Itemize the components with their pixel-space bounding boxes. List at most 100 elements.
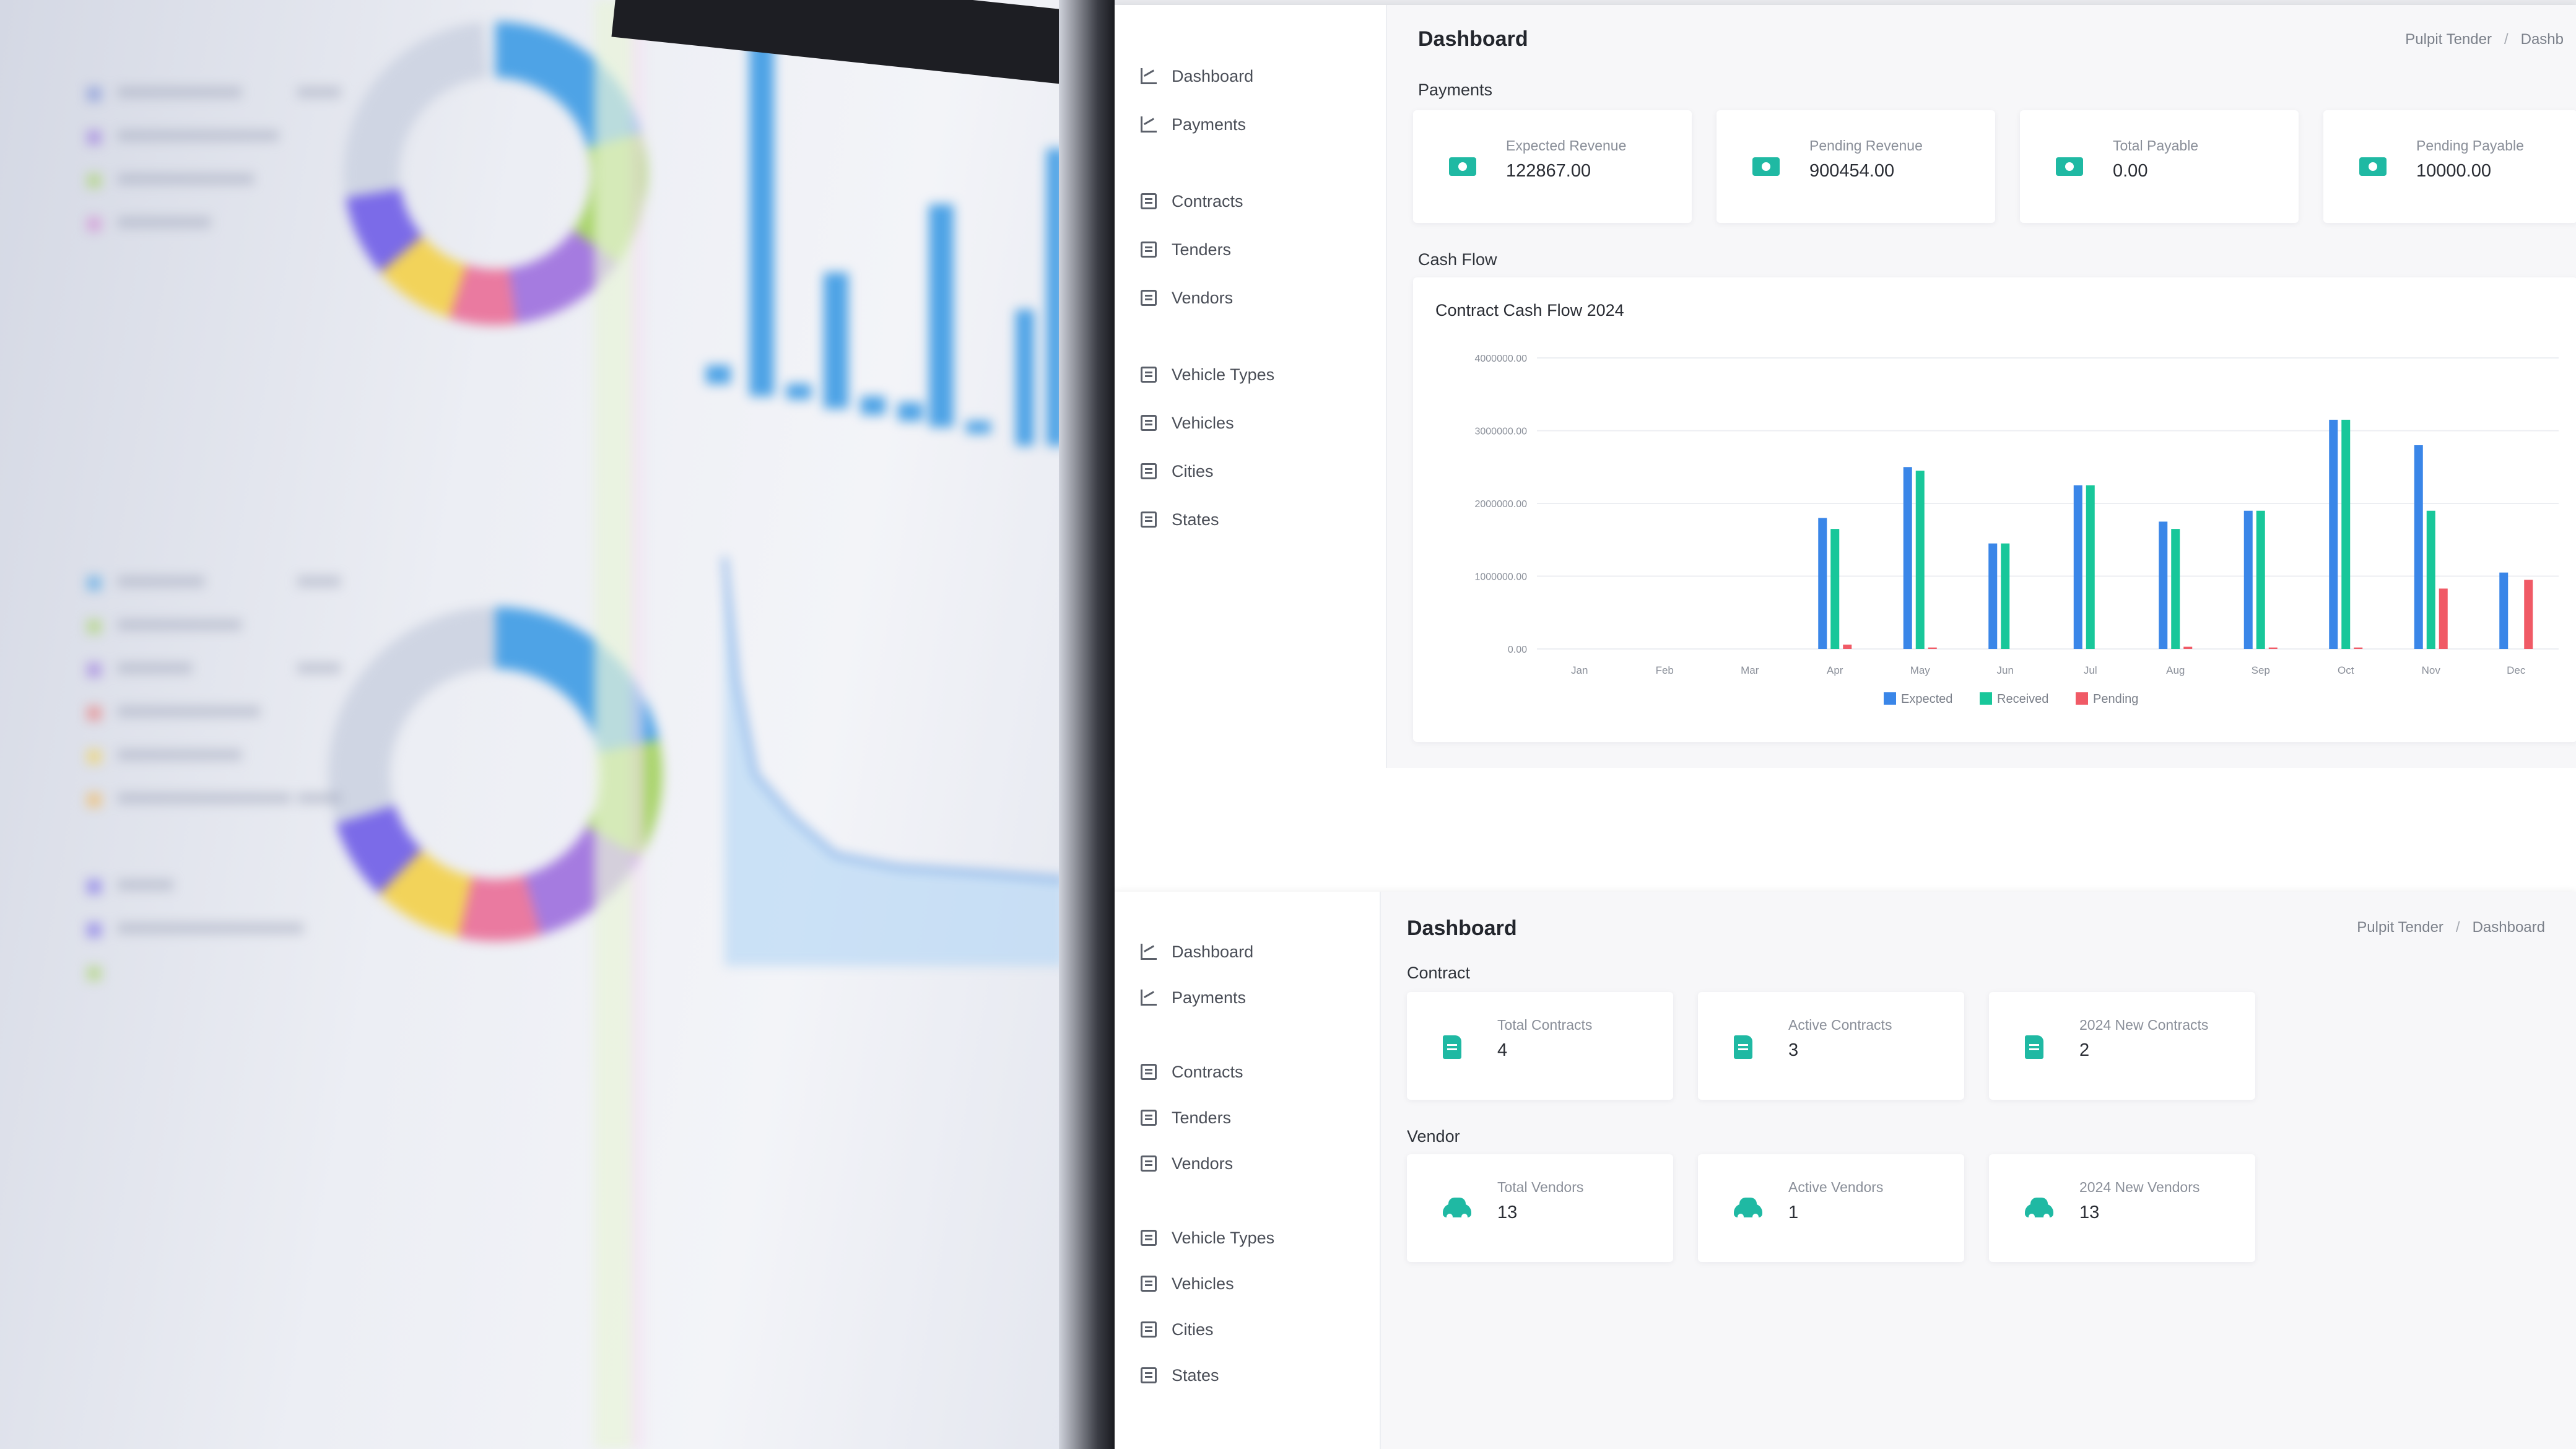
bar-expected-apr[interactable]	[1818, 518, 1827, 650]
sidebar-item-tenders[interactable]: Tenders	[1115, 1095, 1380, 1141]
expected-revenue-card: Expected Revenue 122867.00	[1413, 110, 1692, 223]
sidebar-item-payments[interactable]: Payments	[1115, 100, 1386, 149]
total-payable-card: Total Payable 0.00	[2020, 110, 2299, 223]
list-icon	[1141, 1064, 1157, 1080]
breadcrumb: Pulpit Tender / Dashboard	[2357, 919, 2545, 936]
x-tick-label: Nov	[2422, 664, 2441, 676]
list-icon	[1141, 1276, 1157, 1292]
breadcrumb: Pulpit Tender / Dashb	[2405, 31, 2564, 48]
sidebar-item-label: Vehicles	[1172, 413, 1234, 432]
chart-title: Contract Cash Flow 2024	[1435, 301, 1624, 320]
legend-swatch[interactable]	[1980, 692, 1992, 705]
bar-received-oct[interactable]	[2341, 419, 2351, 649]
sidebar-item-label: States	[1172, 1365, 1219, 1385]
bar-received-jul[interactable]	[2086, 485, 2095, 649]
sidebar-item-label: Vendors	[1172, 1154, 1234, 1173]
card-value: 122867.00	[1506, 161, 1591, 181]
payments-dashboard-panel: Dashboard Payments Contracts Tenders Ven…	[1115, 5, 2576, 778]
bar-pending-nov[interactable]	[2439, 588, 2448, 649]
x-tick-label: Apr	[1827, 664, 1843, 676]
breadcrumb-home-link[interactable]: Pulpit Tender	[2405, 31, 2492, 48]
chart-icon	[1141, 68, 1157, 84]
x-tick-label: Jun	[1997, 664, 2014, 676]
bar-received-nov[interactable]	[2426, 510, 2435, 649]
sidebar-item-label: Contracts	[1172, 1062, 1243, 1081]
legend-label[interactable]: Pending	[2093, 692, 2138, 706]
card-label: 2024 New Contracts	[2079, 1017, 2209, 1033]
card-label: Pending Payable	[2416, 137, 2524, 154]
y-tick-label: 4000000.00	[1474, 354, 1527, 364]
sidebar-item-vendors[interactable]: Vendors	[1115, 274, 1386, 322]
chart-icon	[1141, 990, 1157, 1006]
card-label: 2024 New Vendors	[2079, 1179, 2200, 1195]
chart-icon	[1141, 116, 1157, 133]
card-value: 3	[1788, 1040, 1799, 1060]
bar-expected-dec[interactable]	[2499, 572, 2509, 649]
sidebar-item-vehicles[interactable]: Vehicles	[1115, 399, 1386, 447]
bar-expected-jun[interactable]	[1988, 543, 1998, 649]
sidebar-item-dashboard[interactable]: Dashboard	[1115, 52, 1386, 100]
sidebar-item-dashboard[interactable]: Dashboard	[1115, 929, 1380, 975]
legend-swatch[interactable]	[2076, 692, 2088, 705]
x-tick-label: Jul	[2084, 664, 2097, 676]
bar-pending-dec[interactable]	[2524, 580, 2533, 649]
bar-received-aug[interactable]	[2171, 529, 2180, 649]
bar-expected-aug[interactable]	[2159, 521, 2168, 649]
bar-received-jun[interactable]	[2001, 543, 2010, 649]
bar-pending-apr[interactable]	[1843, 644, 1852, 649]
vendor-section-label: Vendor	[1407, 1127, 1460, 1146]
card-label: Total Vendors	[1497, 1179, 1584, 1195]
sidebar-item-label: Vehicle Types	[1172, 365, 1275, 384]
sidebar-item-vehicle-types[interactable]: Vehicle Types	[1115, 350, 1386, 399]
sidebar-item-vehicle-types[interactable]: Vehicle Types	[1115, 1215, 1380, 1261]
sidebar-section-header	[1115, 900, 1380, 929]
sidebar-item-vendors[interactable]: Vendors	[1115, 1141, 1380, 1186]
active-contracts-card: Active Contracts 3	[1698, 992, 1964, 1100]
sidebar-item-label: Dashboard	[1172, 66, 1254, 85]
breadcrumb-home-link[interactable]: Pulpit Tender	[2357, 919, 2443, 936]
chart-icon	[1141, 944, 1157, 960]
card-label: Active Vendors	[1788, 1179, 1884, 1195]
page-title: Dashboard	[1407, 916, 1517, 940]
bar-pending-may[interactable]	[1928, 647, 1937, 649]
legend-label[interactable]: Expected	[1901, 692, 1952, 706]
sidebar-item-cities[interactable]: Cities	[1115, 447, 1386, 495]
sidebar-item-payments[interactable]: Payments	[1115, 975, 1380, 1020]
bar-expected-jul[interactable]	[2073, 485, 2082, 649]
sidebar-item-label: States	[1172, 510, 1219, 529]
sidebar-item-states[interactable]: States	[1115, 495, 1386, 544]
sidebar-item-contracts[interactable]: Contracts	[1115, 1049, 1380, 1095]
background-monitor-photo	[0, 0, 1115, 1449]
car-icon	[1734, 1198, 1762, 1220]
legend-label[interactable]: Received	[1997, 692, 2048, 706]
blurred-charts-graphic	[87, 0, 1066, 1449]
bar-pending-oct[interactable]	[2354, 647, 2363, 649]
sidebar-item-vehicles[interactable]: Vehicles	[1115, 1261, 1380, 1307]
sidebar-item-label: Tenders	[1172, 1108, 1232, 1127]
sidebar: Dashboard Payments Contracts Tenders Ven…	[1115, 892, 1381, 1449]
blurred-donut-bottom	[328, 607, 663, 941]
sidebar-item-label: Vehicles	[1172, 1274, 1234, 1293]
bar-received-apr[interactable]	[1830, 529, 1840, 649]
bar-received-sep[interactable]	[2256, 510, 2265, 649]
sidebar-item-states[interactable]: States	[1115, 1352, 1380, 1398]
sidebar-item-tenders[interactable]: Tenders	[1115, 225, 1386, 274]
list-icon	[1141, 1230, 1157, 1246]
panel-separator	[1115, 768, 2576, 892]
total-contracts-card: Total Contracts 4	[1407, 992, 1673, 1100]
bar-pending-aug[interactable]	[2183, 646, 2193, 649]
bar-expected-sep[interactable]	[2243, 510, 2253, 649]
y-tick-label: 3000000.00	[1474, 427, 1527, 437]
card-value: 13	[2079, 1203, 2100, 1222]
bar-expected-may[interactable]	[1903, 467, 1912, 649]
sidebar-item-cities[interactable]: Cities	[1115, 1307, 1380, 1352]
contracts-dashboard-panel: Dashboard Payments Contracts Tenders Ven…	[1115, 892, 2576, 1449]
list-icon	[1141, 1321, 1157, 1338]
main-content: Dashboard Pulpit Tender / Dashb Payments E…	[1387, 5, 2576, 778]
bar-expected-nov[interactable]	[2414, 445, 2423, 649]
bar-received-may[interactable]	[1915, 471, 1925, 649]
bar-pending-sep[interactable]	[2268, 647, 2278, 649]
bar-expected-oct[interactable]	[2329, 419, 2338, 649]
legend-swatch[interactable]	[1884, 692, 1896, 705]
sidebar-item-contracts[interactable]: Contracts	[1115, 177, 1386, 225]
